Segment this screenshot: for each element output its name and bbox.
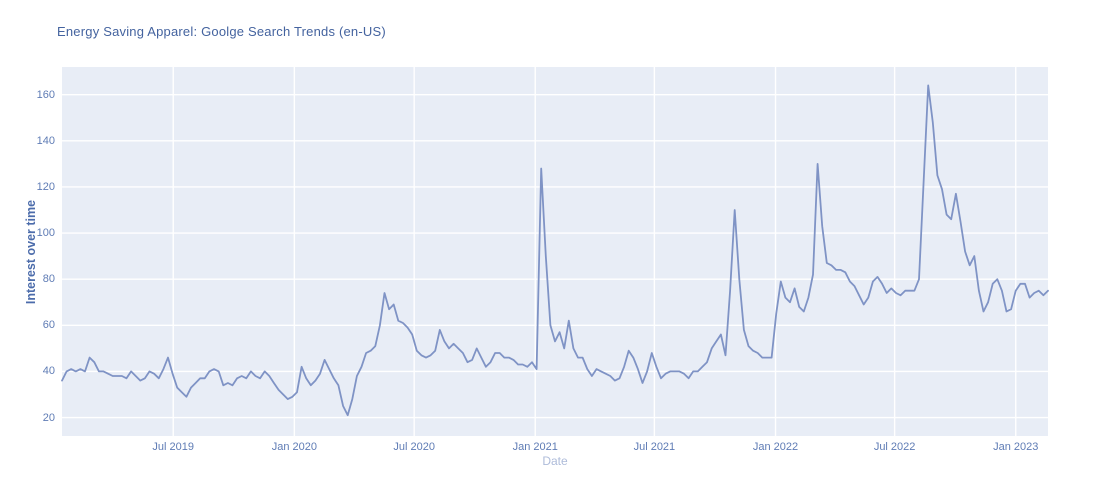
y-tick-label: 80 xyxy=(42,273,55,286)
trend-line-series[interactable] xyxy=(61,84,1049,417)
x-tick-label: Jan 2022 xyxy=(752,441,799,453)
y-tick-label: 160 xyxy=(36,88,55,101)
y-axis-title: Interest over time xyxy=(24,199,38,305)
x-tick-label: Jan 2020 xyxy=(271,441,317,453)
y-tick-label: 100 xyxy=(36,227,55,240)
x-tick-label: Jul 2019 xyxy=(152,441,195,453)
chart-title: Energy Saving Apparel: Goolge Search Tre… xyxy=(57,24,386,39)
x-tick-label: Jul 2022 xyxy=(873,441,916,453)
y-tick-label: 40 xyxy=(42,365,55,378)
x-tick-label: Jan 2021 xyxy=(512,441,558,453)
x-tick-label: Jul 2020 xyxy=(393,441,435,453)
x-tick-label: Jan 2023 xyxy=(993,441,1039,453)
y-tick-label: 120 xyxy=(36,180,55,193)
y-tick-label: 60 xyxy=(42,319,55,332)
plot-background xyxy=(62,67,1048,436)
y-tick-label: 140 xyxy=(36,134,55,147)
x-tick-label: Jul 2021 xyxy=(633,441,676,453)
x-axis-title: Date xyxy=(542,454,568,468)
y-tick-label: 20 xyxy=(42,411,55,424)
